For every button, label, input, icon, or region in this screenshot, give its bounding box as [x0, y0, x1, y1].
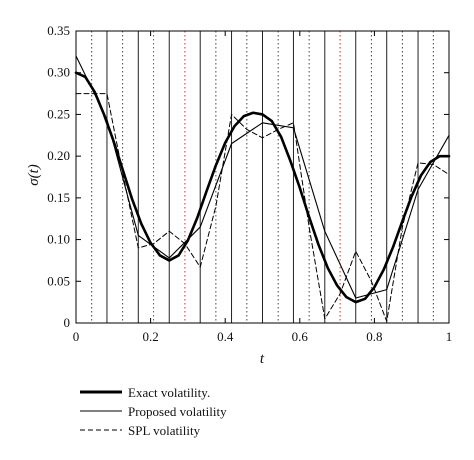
proposed-volatility-line [75, 55, 450, 299]
spl-volatility-line [75, 93, 450, 322]
y-tick-label: 0.05 [47, 273, 70, 288]
x-tick-label: 0.6 [292, 329, 309, 344]
y-tick-label: 0.25 [47, 106, 70, 121]
exact-volatility-line [74, 71, 451, 304]
series-layer [74, 55, 451, 322]
x-tick-label: 0.4 [217, 329, 234, 344]
y-tick-label: 0 [64, 315, 71, 330]
axis-ticks: 0 0.2 0.4 0.6 0.8 1 0 0.05 0.10 0.15 0.20 0.25 0.30 0… [47, 23, 452, 344]
legend-label-exact: Exact volatility. [128, 385, 210, 400]
legend: Exact volatility. Proposed volatility SP… [80, 385, 227, 438]
plot-frame [75, 30, 450, 324]
legend-label-proposed: Proposed volatility [128, 404, 227, 419]
x-tick-label: 1 [446, 329, 453, 344]
x-tick-label: 0.2 [142, 329, 158, 344]
x-tick-label: 0.8 [366, 329, 382, 344]
y-tick-label: 0.30 [47, 65, 70, 80]
y-axis-label: σ(t) [26, 164, 42, 186]
y-tick-label: 0.15 [47, 190, 70, 205]
x-tick-label: 0 [73, 329, 80, 344]
x-axis-label: t [260, 351, 265, 367]
y-tick-label: 0.35 [47, 23, 70, 38]
y-tick-label: 0.10 [47, 232, 70, 247]
partition-lines [91, 31, 434, 323]
y-tick-label: 0.20 [47, 148, 70, 163]
legend-label-spl: SPL volatility [128, 423, 201, 438]
